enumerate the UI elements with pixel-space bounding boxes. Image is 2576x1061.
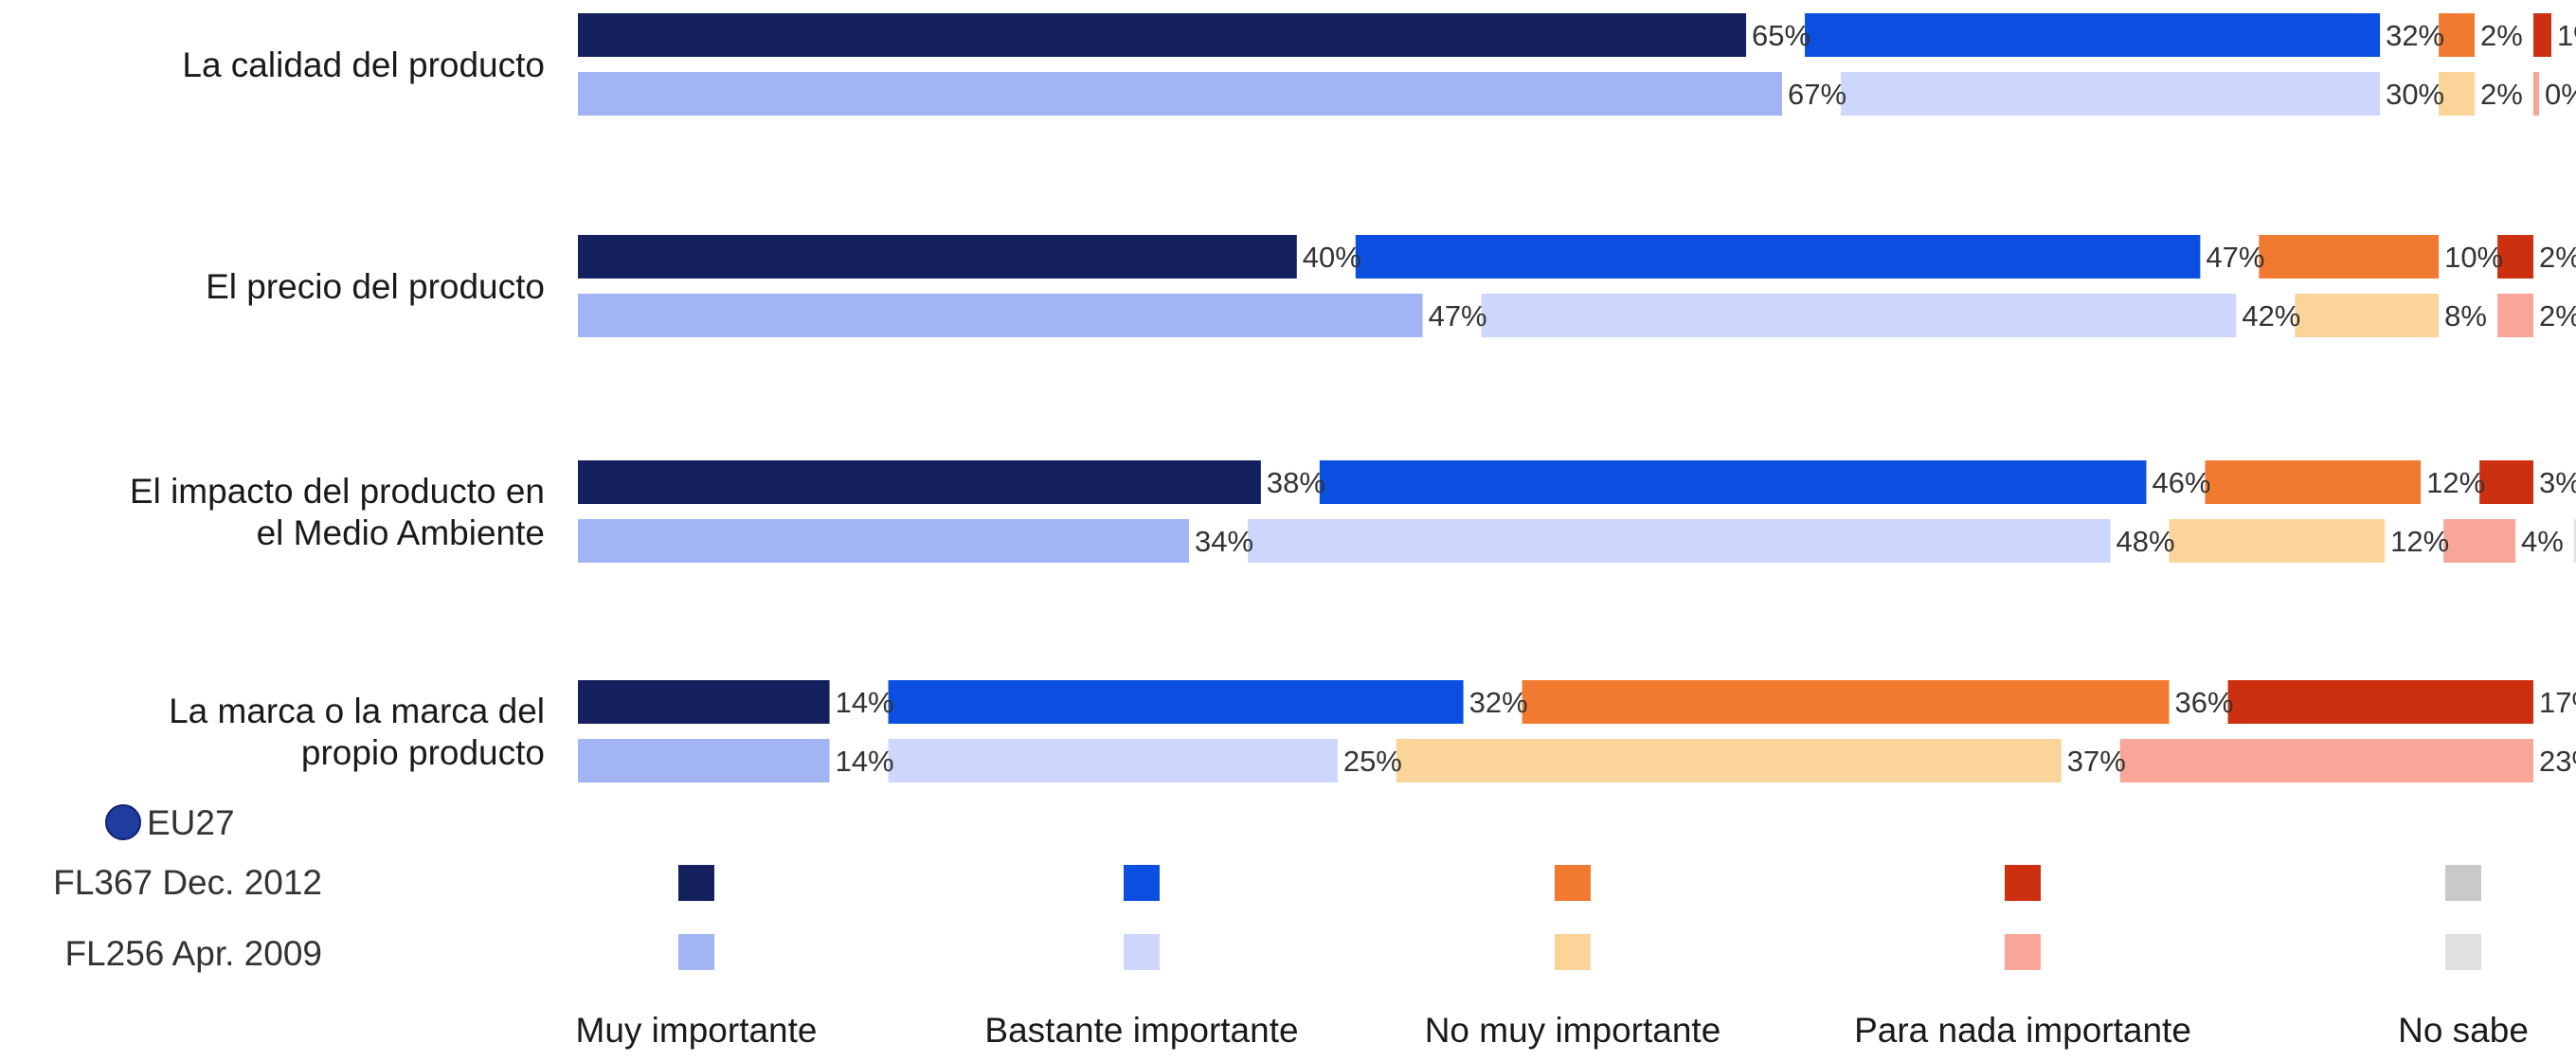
bar-el-impacto-del-producto-en-el-medio-ambiente-para-nada-importante-2012 [2479, 460, 2534, 504]
value-label-la-calidad-del-producto-no-muy-importante-2012: 2% [2480, 19, 2523, 52]
bar-el-precio-del-producto-muy-importante-2012 [578, 235, 1297, 279]
bar-la-marca-o-la-marca-del-propio-producto-para-nada-importante-2009 [2119, 739, 2534, 782]
legend-label-no-sabe: No sabe [2398, 1011, 2529, 1050]
bar-el-precio-del-producto-muy-importante-2009 [578, 294, 1423, 337]
value-label-el-precio-del-producto-bastante-importante-2009: 42% [2242, 299, 2300, 333]
value-label-el-impacto-del-producto-en-el-medio-ambiente-bastante-importante-2009: 48% [2117, 525, 2175, 558]
legend-swatch-no-muy-importante-2012 [1555, 865, 1591, 901]
value-label-la-calidad-del-producto-para-nada-importante-2009: 0% [2545, 78, 2576, 111]
bar-el-precio-del-producto-para-nada-importante-2012 [2497, 235, 2534, 279]
bar-la-marca-o-la-marca-del-propio-producto-para-nada-importante-2012 [2227, 680, 2534, 724]
eu-flag-icon [105, 804, 141, 840]
chart-value-labels: 65%32%2%1%0%67%30%2%0%1%40%47%10%2%1%47%… [836, 19, 2576, 778]
value-label-el-precio-del-producto-para-nada-importante-2012: 2% [2539, 241, 2576, 274]
value-label-el-precio-del-producto-bastante-importante-2012: 47% [2206, 241, 2264, 274]
value-label-la-marca-o-la-marca-del-propio-producto-muy-importante-2012: 14% [836, 686, 894, 719]
value-label-el-impacto-del-producto-en-el-medio-ambiente-no-muy-importante-2012: 12% [2426, 466, 2485, 499]
bar-la-marca-o-la-marca-del-propio-producto-no-muy-importante-2012 [1522, 680, 2170, 724]
value-label-la-marca-o-la-marca-del-propio-producto-bastante-importante-2009: 25% [1343, 745, 1402, 778]
value-label-el-impacto-del-producto-en-el-medio-ambiente-bastante-importante-2012: 46% [2152, 466, 2210, 499]
category-label-la-marca-o-la-marca-del-propio-producto-line-1: La marca o la marca del [169, 692, 545, 730]
legend-label-muy-importante: Muy importante [576, 1011, 818, 1050]
value-label-el-precio-del-producto-muy-importante-2012: 40% [1303, 241, 1361, 274]
legend-swatch-no-sabe-2009 [2445, 934, 2481, 970]
value-label-el-impacto-del-producto-en-el-medio-ambiente-muy-importante-2012: 38% [1267, 466, 1325, 499]
category-label-el-precio-del-producto: El precio del producto [206, 267, 545, 306]
value-label-la-marca-o-la-marca-del-propio-producto-para-nada-importante-2009: 23% [2539, 745, 2576, 778]
legend-label-no-muy-importante: No muy importante [1425, 1011, 1721, 1050]
value-label-la-calidad-del-producto-bastante-importante-2009: 30% [2386, 78, 2444, 111]
bar-la-marca-o-la-marca-del-propio-producto-bastante-importante-2009 [888, 739, 1338, 782]
legend-swatch-bastante-importante-2012 [1124, 865, 1160, 901]
bar-la-calidad-del-producto-no-muy-importante-2012 [2439, 13, 2476, 57]
bar-el-impacto-del-producto-en-el-medio-ambiente-muy-importante-2012 [578, 460, 1261, 504]
bar-la-marca-o-la-marca-del-propio-producto-no-muy-importante-2009 [1396, 739, 2062, 782]
bar-el-precio-del-producto-para-nada-importante-2009 [2497, 294, 2534, 337]
bar-el-impacto-del-producto-en-el-medio-ambiente-no-muy-importante-2009 [2169, 519, 2386, 563]
legend-label-bastante-importante: Bastante importante [984, 1011, 1298, 1050]
bar-el-impacto-del-producto-en-el-medio-ambiente-bastante-importante-2012 [1319, 460, 2147, 504]
value-label-el-precio-del-producto-no-muy-importante-2012: 10% [2444, 241, 2503, 274]
legend-swatch-no-sabe-2012 [2445, 865, 2481, 901]
category-label-el-impacto-del-producto-en-el-medio-ambiente-line-2: el Medio Ambiente [257, 513, 545, 552]
legend-swatch-para-nada-importante-2012 [2005, 865, 2041, 901]
value-label-el-impacto-del-producto-en-el-medio-ambiente-para-nada-importante-2012: 3% [2539, 466, 2576, 499]
legend-label-para-nada-importante: Para nada importante [1854, 1011, 2191, 1050]
category-label-la-calidad-del-producto: La calidad del producto [182, 45, 545, 84]
bar-la-marca-o-la-marca-del-propio-producto-muy-importante-2012 [578, 680, 830, 724]
chart-legend: EU27 FL367 Dec. 2012 FL256 Apr. 2009 Muy… [53, 803, 2529, 1050]
value-label-la-calidad-del-producto-no-muy-importante-2009: 2% [2480, 78, 2523, 111]
value-label-la-calidad-del-producto-bastante-importante-2012: 32% [2386, 19, 2444, 52]
bar-el-impacto-del-producto-en-el-medio-ambiente-no-sabe-2009 [2574, 519, 2576, 563]
legend-swatch-muy-importante-2012 [678, 865, 714, 901]
legend-swatch-muy-importante-2009 [678, 934, 714, 970]
value-label-la-calidad-del-producto-para-nada-importante-2012: 1% [2557, 19, 2576, 52]
legend-items: Muy importante Bastante importante No muy … [576, 865, 2529, 1050]
category-labels: La calidad del producto El precio del pro… [130, 45, 545, 772]
bar-el-precio-del-producto-no-muy-importante-2009 [2295, 294, 2440, 337]
bar-la-calidad-del-producto-para-nada-importante-2012 [2533, 13, 2551, 57]
value-label-el-precio-del-producto-muy-importante-2009: 47% [1429, 299, 1487, 333]
value-label-el-precio-del-producto-no-muy-importante-2009: 8% [2444, 299, 2487, 333]
bar-la-calidad-del-producto-para-nada-importante-2009 [2533, 72, 2540, 116]
value-label-la-marca-o-la-marca-del-propio-producto-bastante-importante-2012: 32% [1469, 686, 1528, 719]
bar-el-precio-del-producto-bastante-importante-2009 [1481, 294, 2237, 337]
bar-la-marca-o-la-marca-del-propio-producto-bastante-importante-2012 [888, 680, 1464, 724]
bar-la-calidad-del-producto-muy-importante-2012 [578, 13, 1747, 57]
value-label-la-marca-o-la-marca-del-propio-producto-muy-importante-2009: 14% [836, 745, 894, 778]
chart-bars [578, 13, 2576, 782]
wave-label-2012: FL367 Dec. 2012 [53, 863, 322, 902]
value-label-la-marca-o-la-marca-del-propio-producto-no-muy-importante-2012: 36% [2175, 686, 2234, 719]
bar-la-calidad-del-producto-muy-importante-2009 [578, 72, 1782, 116]
legend-swatch-bastante-importante-2009 [1124, 934, 1160, 970]
value-label-el-impacto-del-producto-en-el-medio-ambiente-no-muy-importante-2009: 12% [2390, 525, 2449, 558]
bar-la-calidad-del-producto-no-muy-importante-2009 [2439, 72, 2476, 116]
value-label-el-impacto-del-producto-en-el-medio-ambiente-para-nada-importante-2009: 4% [2521, 525, 2564, 558]
region-label: EU27 [147, 803, 235, 842]
value-label-el-precio-del-producto-para-nada-importante-2009: 2% [2539, 299, 2576, 333]
category-label-la-marca-o-la-marca-del-propio-producto-line-2: propio producto [301, 733, 545, 772]
bar-la-calidad-del-producto-bastante-importante-2012 [1805, 13, 2381, 57]
value-label-la-calidad-del-producto-muy-importante-2012: 65% [1752, 19, 1810, 52]
bar-el-impacto-del-producto-en-el-medio-ambiente-para-nada-importante-2009 [2443, 519, 2516, 563]
legend-swatch-no-muy-importante-2009 [1555, 934, 1591, 970]
bar-el-precio-del-producto-bastante-importante-2012 [1355, 235, 2201, 279]
value-label-la-calidad-del-producto-muy-importante-2009: 67% [1788, 78, 1846, 111]
value-label-la-marca-o-la-marca-del-propio-producto-no-muy-importante-2009: 37% [2067, 745, 2126, 778]
category-label-el-impacto-del-producto-en-el-medio-ambiente-line-1: El impacto del producto en [130, 472, 545, 511]
bar-el-impacto-del-producto-en-el-medio-ambiente-muy-importante-2009 [578, 519, 1189, 563]
bar-el-impacto-del-producto-en-el-medio-ambiente-bastante-importante-2009 [1247, 519, 2111, 563]
bar-el-impacto-del-producto-en-el-medio-ambiente-no-muy-importante-2012 [2205, 460, 2422, 504]
bar-la-marca-o-la-marca-del-propio-producto-muy-importante-2009 [578, 739, 830, 782]
region-indicator: EU27 [105, 803, 235, 842]
value-label-la-marca-o-la-marca-del-propio-producto-para-nada-importante-2012: 17% [2539, 686, 2576, 719]
bar-el-precio-del-producto-no-muy-importante-2012 [2259, 235, 2440, 279]
wave-label-2009: FL256 Apr. 2009 [64, 934, 322, 973]
value-label-el-impacto-del-producto-en-el-medio-ambiente-muy-importante-2009: 34% [1195, 525, 1253, 558]
legend-swatch-para-nada-importante-2009 [2005, 934, 2041, 970]
bar-la-calidad-del-producto-bastante-importante-2009 [1840, 72, 2381, 116]
